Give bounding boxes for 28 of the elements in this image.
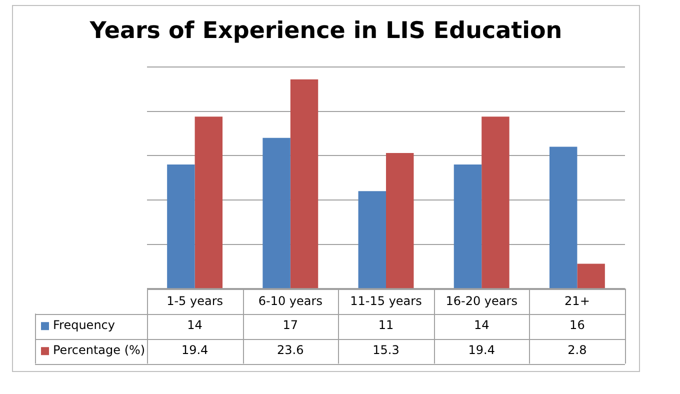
data-label: 16 — [570, 318, 585, 332]
bar — [549, 146, 578, 288]
data-label: 19.4 — [181, 343, 208, 358]
bar — [577, 264, 605, 288]
legend-label: Frequency — [53, 318, 115, 332]
bar — [482, 116, 510, 288]
data-label: 14 — [187, 318, 202, 332]
data-label: 15.3 — [372, 343, 400, 358]
data-label: 14 — [474, 318, 490, 332]
chart-title: Years of Experience in LIS Education — [88, 18, 564, 44]
bar — [386, 152, 414, 288]
x-tick-label: 21+ — [564, 294, 590, 308]
data-label: 2.8 — [568, 343, 587, 358]
bar — [290, 79, 318, 288]
bar — [167, 164, 195, 288]
bar — [262, 138, 290, 288]
legend-label: Percentage (%) — [53, 343, 146, 358]
x-tick-label: 16-20 years — [446, 294, 518, 308]
data-label: 19.4 — [468, 343, 495, 358]
bar — [454, 164, 482, 288]
bar — [358, 191, 386, 288]
data-label: 23.6 — [277, 343, 304, 358]
x-tick-label: 1-5 years — [166, 294, 224, 308]
x-tick-label: 11-15 years — [350, 294, 422, 308]
data-label: 17 — [282, 318, 298, 332]
data-label: 11 — [378, 318, 394, 332]
x-tick-label: 6-10 years — [258, 294, 322, 308]
bar — [194, 116, 223, 288]
